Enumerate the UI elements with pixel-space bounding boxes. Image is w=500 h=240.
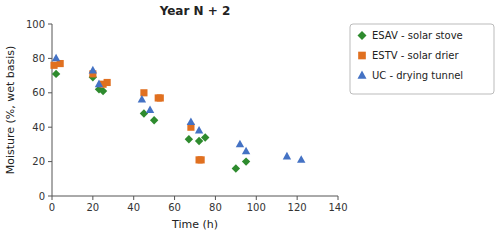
y-tick-label: 60 — [32, 87, 45, 98]
x-tick — [92, 196, 93, 200]
x-tick-label: 20 — [86, 202, 99, 213]
point — [198, 156, 205, 163]
point — [187, 117, 195, 125]
legend-marker — [358, 31, 367, 40]
x-tick — [52, 196, 53, 200]
point — [185, 135, 193, 143]
y-tick — [48, 127, 52, 128]
x-tick — [297, 196, 298, 200]
legend-label: ESAV - solar stove — [372, 30, 463, 41]
y-tick — [48, 161, 52, 162]
legend-marker — [358, 71, 367, 79]
x-tick-label: 120 — [288, 202, 307, 213]
y-tick — [48, 24, 52, 25]
point — [104, 79, 111, 86]
point — [95, 80, 103, 88]
point — [52, 54, 60, 62]
y-tick-label: 20 — [32, 156, 45, 167]
title: Year N + 2 — [159, 4, 231, 18]
y-tick-label: 40 — [32, 122, 45, 133]
point — [232, 164, 240, 172]
x-axis-label: Time (h) — [171, 218, 218, 231]
point — [50, 62, 57, 69]
point — [146, 105, 154, 113]
x-tick-label: 40 — [127, 202, 140, 213]
y-tick-label: 80 — [32, 53, 45, 64]
point — [157, 94, 164, 101]
legend-label: ESTV - solar drier — [372, 50, 459, 61]
point — [242, 157, 250, 165]
x-tick — [256, 196, 257, 200]
y-tick-label: 100 — [26, 19, 45, 30]
x-tick — [174, 196, 175, 200]
x-tick — [215, 196, 216, 200]
x-tick-label: 100 — [247, 202, 266, 213]
point — [52, 70, 60, 78]
x-tick-label: 140 — [328, 202, 347, 213]
point — [242, 147, 250, 155]
point — [89, 66, 97, 74]
point — [195, 126, 203, 134]
legend-marker — [358, 52, 366, 60]
y-tick — [48, 92, 52, 93]
y-tick — [48, 196, 52, 197]
chart: 0 20 40 60 80 100 120 140 0 20 40 60 80 100 Time (h) Mo… — [0, 0, 500, 240]
point — [138, 95, 146, 103]
point — [297, 155, 305, 163]
y-tick-label: 0 — [39, 191, 45, 202]
legend-label: UC - drying tunnel — [372, 70, 463, 81]
x-tick-label: 0 — [49, 202, 55, 213]
point — [236, 140, 244, 148]
point — [140, 89, 147, 96]
y-axis-label: Moisture (%, wet basis) — [4, 46, 17, 175]
point — [201, 133, 209, 141]
point — [283, 152, 291, 160]
y-tick — [48, 58, 52, 59]
point — [140, 109, 148, 117]
x-tick-label: 60 — [168, 202, 181, 213]
x-tick — [338, 196, 339, 200]
x-tick — [133, 196, 134, 200]
y-axis — [52, 24, 53, 196]
point — [150, 116, 158, 124]
x-tick-label: 80 — [209, 202, 222, 213]
x-axis — [52, 196, 338, 197]
legend — [350, 24, 494, 94]
points — [50, 54, 305, 173]
point — [99, 87, 107, 95]
